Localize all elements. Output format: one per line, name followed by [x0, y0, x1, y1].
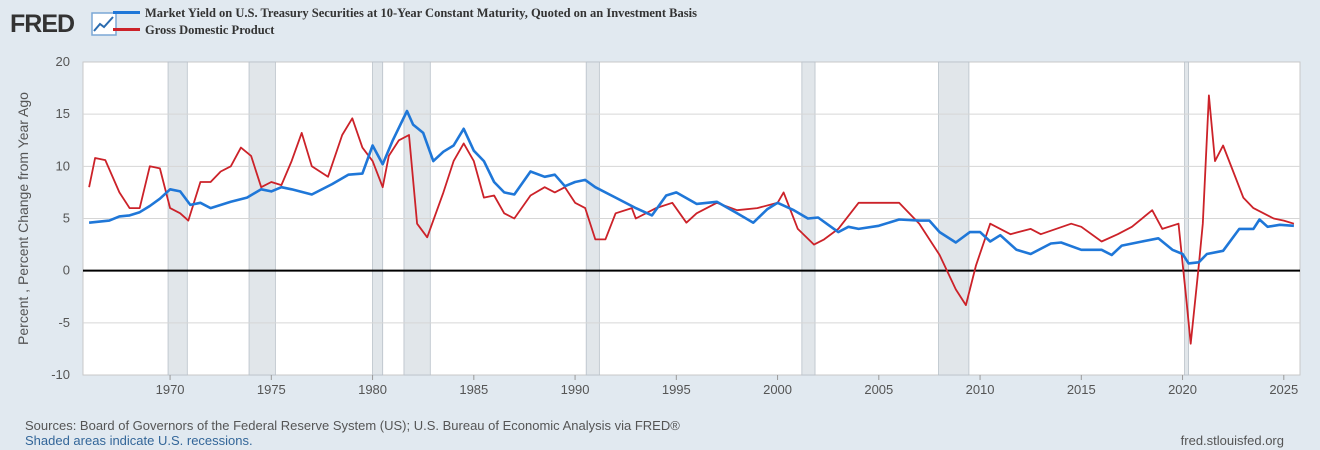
x-tick-label: 2020: [1168, 382, 1197, 397]
sources-text: Sources: Board of Governors of the Feder…: [25, 418, 680, 433]
trend-chart-icon: [91, 12, 117, 36]
legend: Market Yield on U.S. Treasury Securities…: [113, 6, 697, 40]
legend-label-gdp: Gross Domestic Product: [145, 23, 275, 37]
y-axis-label: Percent , Percent Change from Year Ago: [15, 92, 31, 345]
x-tick-label: 1970: [156, 382, 185, 397]
recession-note: Shaded areas indicate U.S. recessions.: [25, 433, 253, 448]
x-tick-label: 1990: [561, 382, 590, 397]
y-tick-label: 15: [56, 106, 70, 121]
y-tick-label: 10: [56, 158, 70, 173]
x-tick-label: 1985: [459, 382, 488, 397]
y-tick-label: 5: [63, 211, 70, 226]
x-tick-label: 2015: [1067, 382, 1096, 397]
y-tick-label: 0: [63, 263, 70, 278]
fred-logo[interactable]: FRED: [10, 10, 75, 38]
legend-item-gdp[interactable]: Gross Domestic Product: [113, 23, 697, 40]
legend-item-treasury[interactable]: Market Yield on U.S. Treasury Securities…: [113, 6, 697, 23]
x-tick-label: 2000: [763, 382, 792, 397]
x-tick-label: 1995: [662, 382, 691, 397]
legend-swatch-gdp: [113, 27, 140, 31]
fred-credit-link[interactable]: fred.stlouisfed.org: [1180, 433, 1284, 448]
y-tick-label: -10: [51, 367, 70, 382]
y-tick-label: 20: [56, 54, 70, 69]
legend-swatch-treasury: [113, 10, 140, 14]
chart-footer: Sources: Board of Governors of the Feder…: [25, 418, 680, 448]
x-tick-label: 2005: [864, 382, 893, 397]
series-line-gdp: [88, 94, 1295, 345]
x-tick-label: 2025: [1269, 382, 1298, 397]
x-tick-label: 1980: [358, 382, 387, 397]
chart-canvas: -10 -5 0 5 10 15 20 1970 1975 1980 1985 1990 1995 200…: [15, 54, 1301, 397]
series-line-treasury-yield: [88, 109, 1294, 265]
legend-label-treasury: Market Yield on U.S. Treasury Securities…: [145, 6, 697, 20]
x-tick-label: 1975: [257, 382, 286, 397]
y-tick-label: -5: [58, 315, 70, 330]
x-tick-label: 2010: [966, 382, 995, 397]
